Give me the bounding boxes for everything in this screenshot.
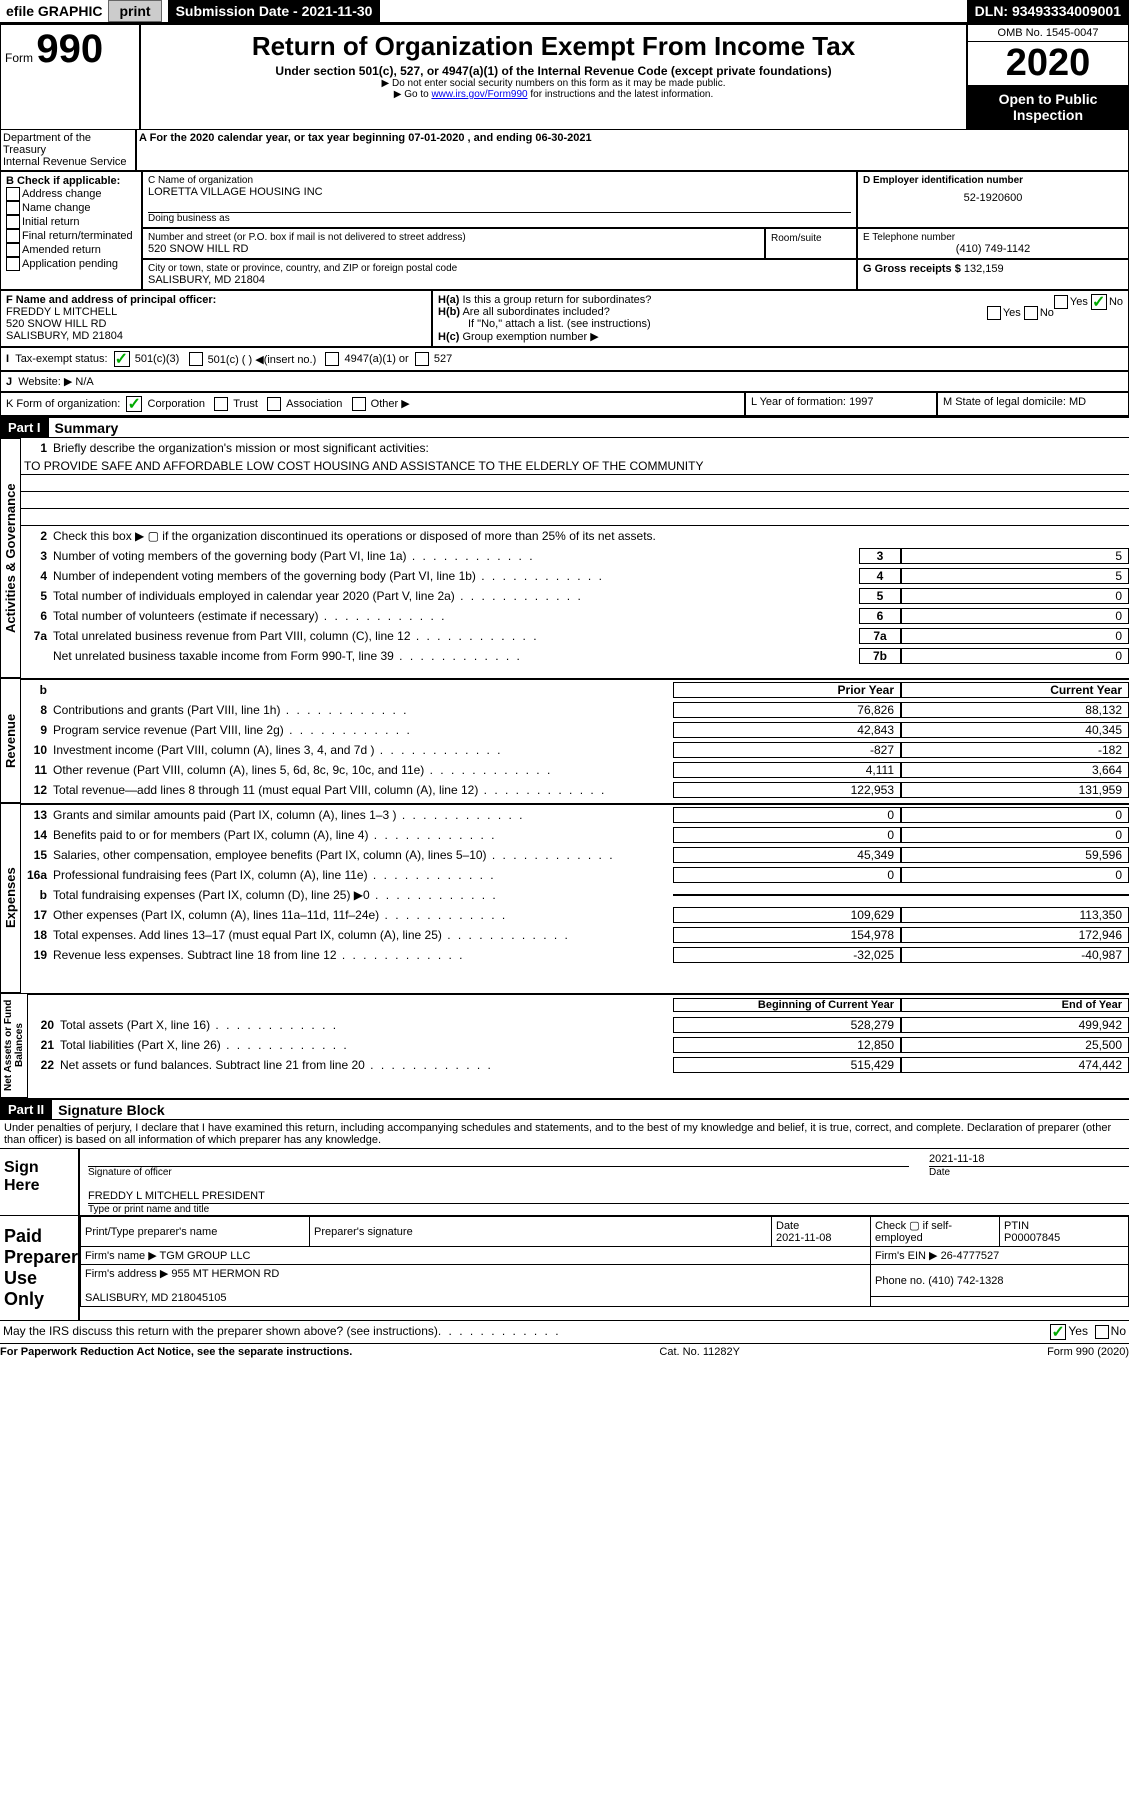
paid-preparer: Paid Preparer Use Only	[0, 1216, 78, 1320]
tax-year: 2020	[968, 42, 1128, 85]
dln: DLN: 93493334009001	[967, 0, 1129, 22]
form-title: Return of Organization Exempt From Incom…	[145, 31, 962, 62]
vlabel-gov: Activities & Governance	[0, 438, 21, 678]
vlabel-exp: Expenses	[0, 803, 21, 993]
telephone: (410) 749-1142	[863, 243, 1123, 255]
form-subtitle: Under section 501(c), 527, or 4947(a)(1)…	[145, 64, 962, 78]
form-number: 990	[36, 27, 103, 71]
irs-link[interactable]: www.irs.gov/Form990	[431, 89, 527, 100]
print-button[interactable]: print	[108, 0, 161, 22]
perjury-declaration: Under penalties of perjury, I declare th…	[0, 1120, 1129, 1148]
room-suite: Room/suite	[765, 228, 857, 259]
note-link: ▶ Go to www.irs.gov/Form990 for instruct…	[145, 89, 962, 100]
firm-name: TGM GROUP LLC	[160, 1250, 251, 1262]
website: N/A	[75, 376, 93, 388]
dept-treasury: Department of the Treasury Internal Reve…	[0, 130, 136, 171]
city: SALISBURY, MD 21804	[148, 274, 851, 286]
officer-printed: FREDDY L MITCHELL PRESIDENT	[88, 1186, 1129, 1204]
ein: 52-1920600	[863, 186, 1123, 210]
submission-date: Submission Date - 2021-11-30	[168, 0, 381, 22]
section-b: B Check if applicable: Address change Na…	[0, 171, 142, 290]
efile-label: efile GRAPHIC	[0, 1, 108, 21]
part2-header: Part II	[0, 1100, 52, 1119]
ptin: P00007845	[1004, 1232, 1060, 1244]
firm-phone: (410) 742-1328	[928, 1275, 1003, 1287]
topbar: efile GRAPHIC print Submission Date - 20…	[0, 0, 1129, 24]
year-box: OMB No. 1545-0047 2020 Open to Public In…	[967, 24, 1129, 130]
mission: TO PROVIDE SAFE AND AFFORDABLE LOW COST …	[21, 458, 1129, 475]
omb: OMB No. 1545-0047	[968, 25, 1128, 42]
note-ssn: ▶ Do not enter social security numbers o…	[145, 78, 962, 89]
label-c: C Name of organization	[148, 175, 851, 186]
open-to-public: Open to Public Inspection	[968, 85, 1128, 129]
sign-date: 2021-11-18	[929, 1149, 1129, 1167]
part1-header: Part I	[0, 418, 49, 437]
form-id-box: Form 990	[0, 24, 140, 130]
form-word: Form	[5, 51, 33, 65]
vlabel-rev: Revenue	[0, 678, 21, 803]
org-name: LORETTA VILLAGE HOUSING INC	[148, 186, 851, 198]
title-area: Return of Organization Exempt From Incom…	[140, 24, 967, 130]
sign-here: Sign Here	[0, 1149, 78, 1215]
street: 520 SNOW HILL RD	[148, 243, 759, 255]
period-a: A For the 2020 calendar year, or tax yea…	[136, 130, 1129, 171]
vlabel-net: Net Assets or Fund Balances	[0, 993, 28, 1098]
firm-ein: 26-4777527	[941, 1250, 1000, 1262]
gross-receipts: 132,159	[964, 263, 1004, 275]
officer-name: FREDDY L MITCHELL	[6, 306, 426, 318]
